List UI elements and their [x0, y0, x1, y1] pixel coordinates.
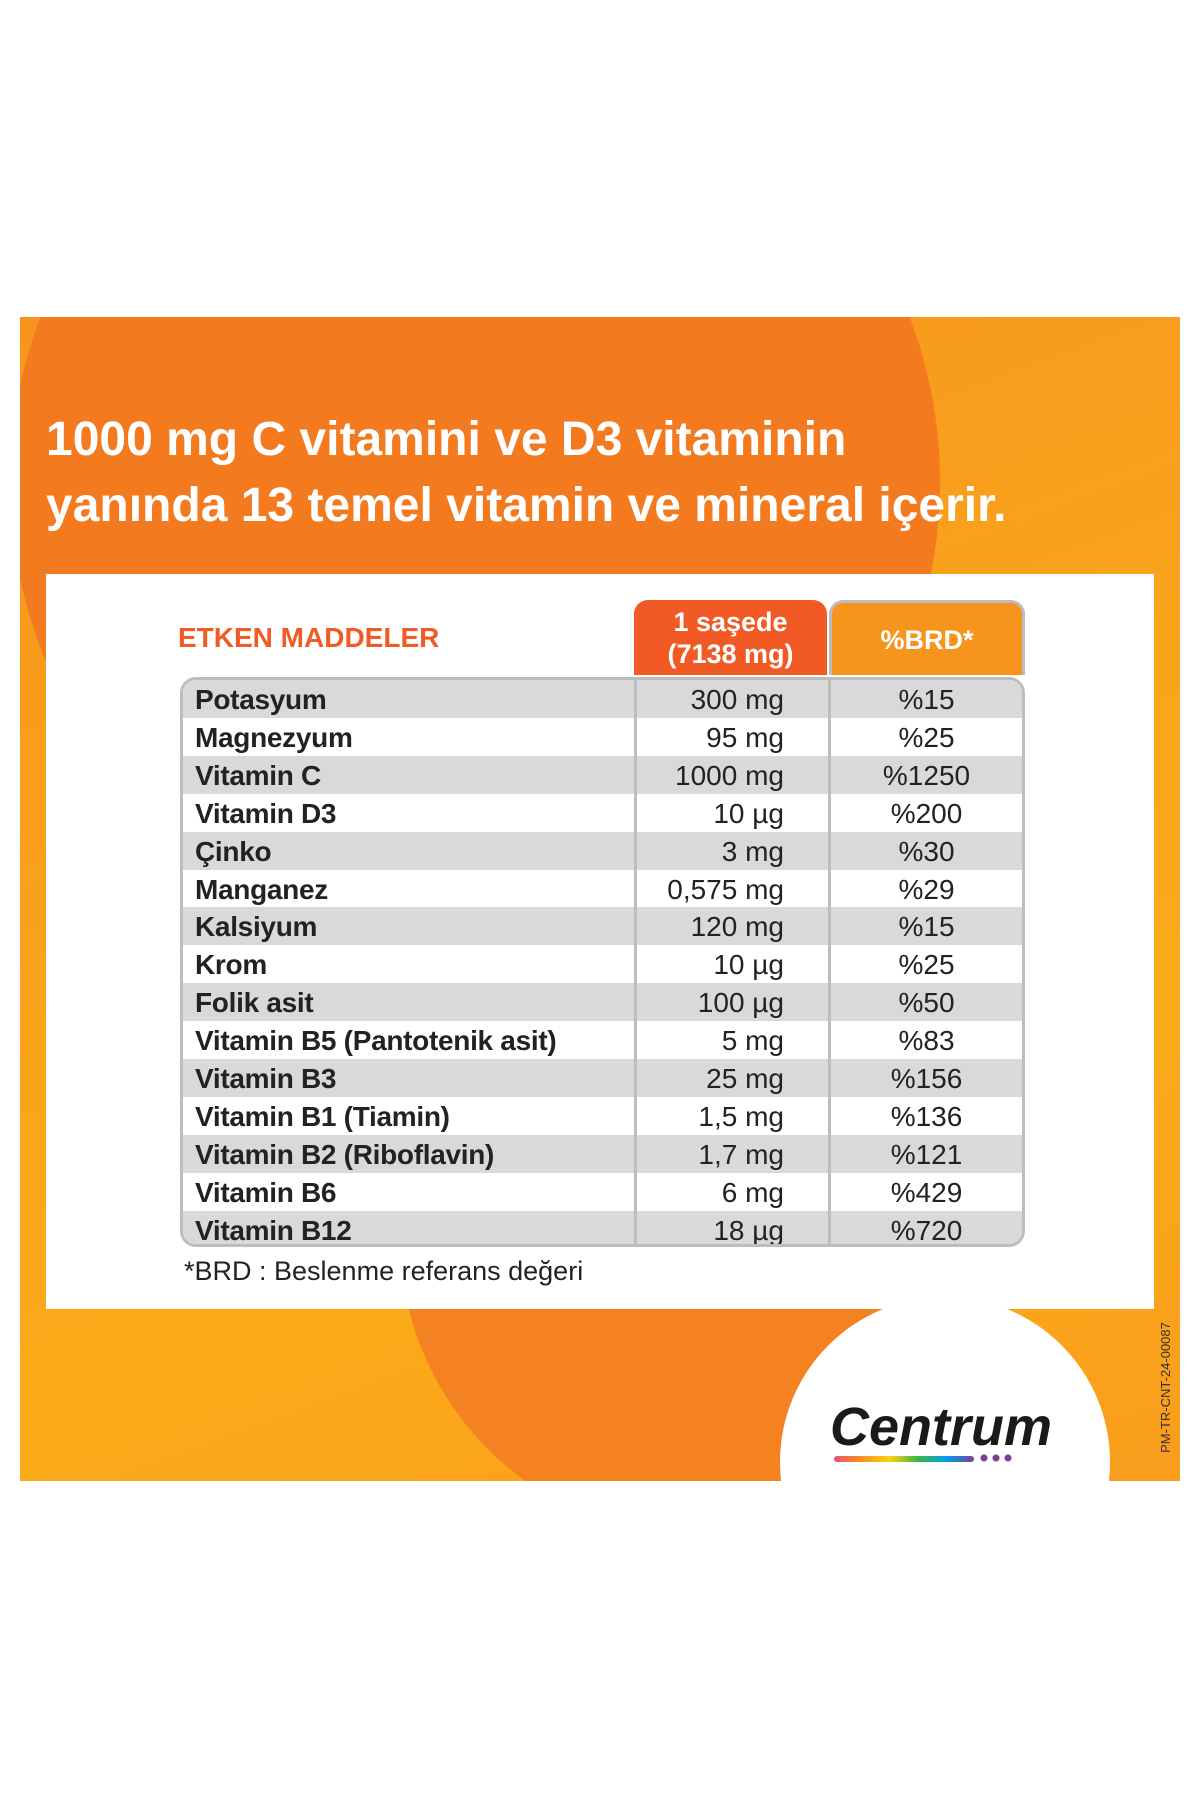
- cell-brd: %25: [828, 717, 1022, 756]
- cell-brd: %200: [828, 793, 1022, 832]
- logo: Centrum: [830, 1397, 1053, 1457]
- cell-brd: %30: [828, 831, 1022, 870]
- cell-amount: 10 µg: [634, 945, 828, 984]
- table-row: Potasyum 300 mg %15: [183, 680, 1022, 718]
- cell-name: Folik asit: [195, 987, 314, 1019]
- cell-amount: 0,575 mg: [634, 869, 828, 908]
- table-row: Çinko 3 mg %30: [183, 831, 1022, 870]
- cell-name: Kalsiyum: [195, 911, 318, 943]
- cell-brd: %25: [828, 945, 1022, 984]
- cell-amount: 300 mg: [634, 680, 828, 718]
- cell-brd: %50: [828, 983, 1022, 1022]
- table: Potasyum 300 mg %15 Magnezyum 95 mg %25 Vitami…: [180, 677, 1025, 1247]
- cell-amount: 100 µg: [634, 983, 828, 1022]
- column-header: ETKEN MADDELER: [178, 622, 440, 653]
- table-row: Folik asit 100 µg %50: [183, 983, 1022, 1022]
- logo-stripe: [834, 1456, 974, 1462]
- cell-brd: %29: [828, 869, 1022, 908]
- cell-name: Vitamin B1 (Tiamin): [195, 1100, 450, 1132]
- table-row: Vitamin C 1000 mg %1250: [183, 755, 1022, 794]
- table-row: Vitamin D3 10 µg %200: [183, 793, 1022, 832]
- column-header: 1 saşede (7138 mg): [634, 600, 827, 675]
- title-line: 1000 mg C vitamini ve D3 vitaminin: [46, 413, 847, 466]
- cell-amount: 18 µg: [634, 1210, 828, 1244]
- cell-amount: 6 mg: [634, 1172, 828, 1211]
- cell-brd: %15: [828, 907, 1022, 946]
- cell-amount: 1000 mg: [634, 755, 828, 794]
- cell-brd: %136: [828, 1096, 1022, 1135]
- cell-amount: 5 mg: [634, 1021, 828, 1060]
- cell-amount: 3 mg: [634, 831, 828, 870]
- cell-name: Krom: [195, 949, 267, 981]
- header-line: 1 saşede: [673, 607, 788, 637]
- cell-name: Magnezyum: [195, 721, 353, 753]
- cell-name: Vitamin B6: [195, 1176, 337, 1208]
- cell-amount: 25 mg: [634, 1059, 828, 1097]
- cell-name: Vitamin C: [195, 759, 321, 791]
- cell-name: Vitamin B12: [195, 1214, 352, 1246]
- cell-amount: 1,7 mg: [634, 1134, 828, 1173]
- cell-amount: 95 mg: [634, 717, 828, 756]
- cell-name: Vitamin D3: [195, 797, 337, 829]
- table-row: Vitamin B6 6 mg %429: [183, 1172, 1022, 1211]
- table-row: Magnezyum 95 mg %25: [183, 717, 1022, 756]
- cell-amount: 10 µg: [634, 793, 828, 832]
- table-row: Vitamin B5 (Pantotenik asit) 5 mg %83: [183, 1021, 1022, 1060]
- cell-name: Vitamin B3: [195, 1063, 337, 1094]
- cell-amount: 120 mg: [634, 907, 828, 946]
- table-row: Krom 10 µg %25: [183, 945, 1022, 984]
- cell-brd: %156: [828, 1059, 1022, 1097]
- cell-brd: %121: [828, 1134, 1022, 1173]
- cell-brd: %15: [828, 680, 1022, 718]
- cell-brd: %83: [828, 1021, 1022, 1060]
- cell-brd: %720: [828, 1210, 1022, 1244]
- cell-amount: 1,5 mg: [634, 1096, 828, 1135]
- product-code: PM-TR-CNT-24-00087: [1157, 1322, 1173, 1453]
- footnote: *BRD : Beslenme referans değeri: [184, 1256, 584, 1286]
- table-row: Vitamin B1 (Tiamin) 1,5 mg %136: [183, 1096, 1022, 1135]
- cell-name: Çinko: [195, 835, 272, 867]
- table-row: Vitamin B3 25 mg %156: [183, 1059, 1022, 1097]
- cell-name: Vitamin B5 (Pantotenik asit): [195, 1025, 557, 1057]
- column-header: %BRD*: [829, 600, 1025, 675]
- cell-name: Potasyum: [195, 684, 327, 715]
- cell-name: Manganez: [195, 873, 328, 905]
- title-line: yanında 13 temel vitamin ve mineral içer…: [46, 479, 1007, 532]
- table-row: Vitamin B12 18 µg %720: [183, 1210, 1022, 1246]
- header-line: (7138 mg): [667, 639, 794, 669]
- logo-dots: [978, 1453, 1014, 1463]
- table-row: Vitamin B2 (Riboflavin) 1,7 mg %121: [183, 1134, 1022, 1173]
- cell-brd: %429: [828, 1172, 1022, 1211]
- cell-name: Vitamin B2 (Riboflavin): [195, 1138, 495, 1170]
- table-row: Manganez 0,575 mg %29: [183, 869, 1022, 908]
- table-row: Kalsiyum 120 mg %15: [183, 907, 1022, 946]
- cell-brd: %1250: [828, 755, 1022, 794]
